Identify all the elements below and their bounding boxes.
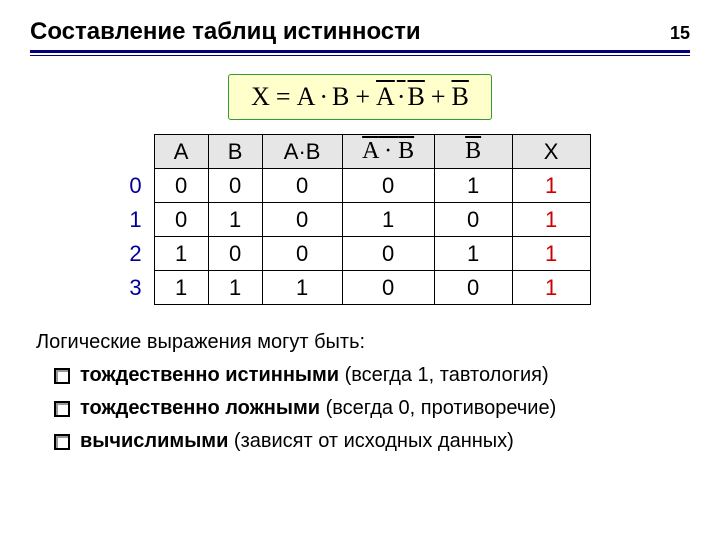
table-header-row: A B A·B A · B B X	[154, 135, 590, 169]
list-item: вычислимыми (зависят от исходных данных)	[54, 428, 690, 454]
row-index: 0	[129, 169, 145, 203]
dot-icon: ·	[395, 82, 408, 111]
table-row: 1 0 0 0 1 1	[154, 237, 590, 271]
table-row: 1 1 1 0 0 1	[154, 271, 590, 305]
cell: 0	[434, 203, 512, 237]
slide: Составление таблиц истинности 15 X = A ·…	[0, 0, 720, 540]
cell: 0	[208, 169, 262, 203]
bullet-rest: (зависят от исходных данных)	[228, 430, 513, 452]
divider-thick	[30, 50, 690, 53]
cell: 0	[208, 237, 262, 271]
bullet-rest: (всегда 1, тавтология)	[339, 364, 549, 386]
list-item: тождественно ложными (всегда 0, противор…	[54, 395, 690, 421]
term1-b: B	[332, 82, 349, 112]
cell: 0	[342, 237, 434, 271]
cell: 1	[342, 203, 434, 237]
cell-result: 1	[512, 169, 590, 203]
truth-table: A B A·B A · B B X 0 0 0 0	[154, 134, 591, 305]
cell-result: 1	[512, 203, 590, 237]
equals-sign: =	[270, 82, 297, 112]
table-row: 0 0 0 0 1 1	[154, 169, 590, 203]
cell: 0	[262, 203, 342, 237]
divider-thin	[30, 55, 690, 56]
cell: 0	[262, 237, 342, 271]
row-index: 2	[129, 237, 145, 271]
term2-overlined: A·B	[376, 82, 425, 112]
cell-result: 1	[512, 237, 590, 271]
header: Составление таблиц истинности 15	[30, 18, 690, 46]
cell: 0	[154, 169, 208, 203]
formula-lhs: X	[251, 82, 270, 112]
cell: 1	[208, 271, 262, 305]
dot-icon: ·	[315, 82, 332, 112]
cell-result: 1	[512, 271, 590, 305]
formula-box: X = A · B + A·B + B	[228, 74, 492, 120]
list-item: тождественно истинными (всегда 1, тавтол…	[54, 362, 690, 388]
col-header-x: X	[512, 135, 590, 169]
cell: 1	[434, 237, 512, 271]
table-area: 0 1 2 3 A B A·B A · B B X	[30, 134, 690, 305]
col-header-not-b: B	[434, 135, 512, 169]
notes-lead: Логические выражения могут быть:	[36, 331, 690, 354]
formula-container: X = A · B + A·B + B	[30, 74, 690, 120]
col-header-ab: A·B	[262, 135, 342, 169]
cell: 0	[342, 271, 434, 305]
notes-list: тождественно истинными (всегда 1, тавтол…	[54, 362, 690, 454]
cell: 0	[434, 271, 512, 305]
bullet-rest: (всегда 0, противоречие)	[320, 397, 556, 419]
notes: Логические выражения могут быть: тождест…	[30, 331, 690, 454]
plus-icon: +	[425, 82, 452, 112]
cell: 1	[434, 169, 512, 203]
bullet-bold: вычислимыми	[80, 430, 228, 452]
cell: 1	[262, 271, 342, 305]
col-header-not-ab: A · B	[342, 135, 434, 169]
cell: 1	[154, 271, 208, 305]
cell: 1	[154, 237, 208, 271]
bullet-bold: тождественно ложными	[80, 397, 320, 419]
page-number: 15	[670, 23, 690, 44]
cell: 0	[154, 203, 208, 237]
table-row: 0 1 0 1 0 1	[154, 203, 590, 237]
col-header-a: A	[154, 135, 208, 169]
page-title: Составление таблиц истинности	[30, 18, 421, 46]
row-index-labels: 0 1 2 3	[129, 169, 145, 305]
term1-a: A	[297, 82, 316, 112]
row-index: 3	[129, 271, 145, 305]
bullet-bold: тождественно истинными	[80, 364, 339, 386]
term3-overlined: B	[452, 82, 469, 112]
plus-icon: +	[349, 82, 376, 112]
row-index: 1	[129, 203, 145, 237]
col-header-b: B	[208, 135, 262, 169]
cell: 0	[262, 169, 342, 203]
cell: 0	[342, 169, 434, 203]
cell: 1	[208, 203, 262, 237]
